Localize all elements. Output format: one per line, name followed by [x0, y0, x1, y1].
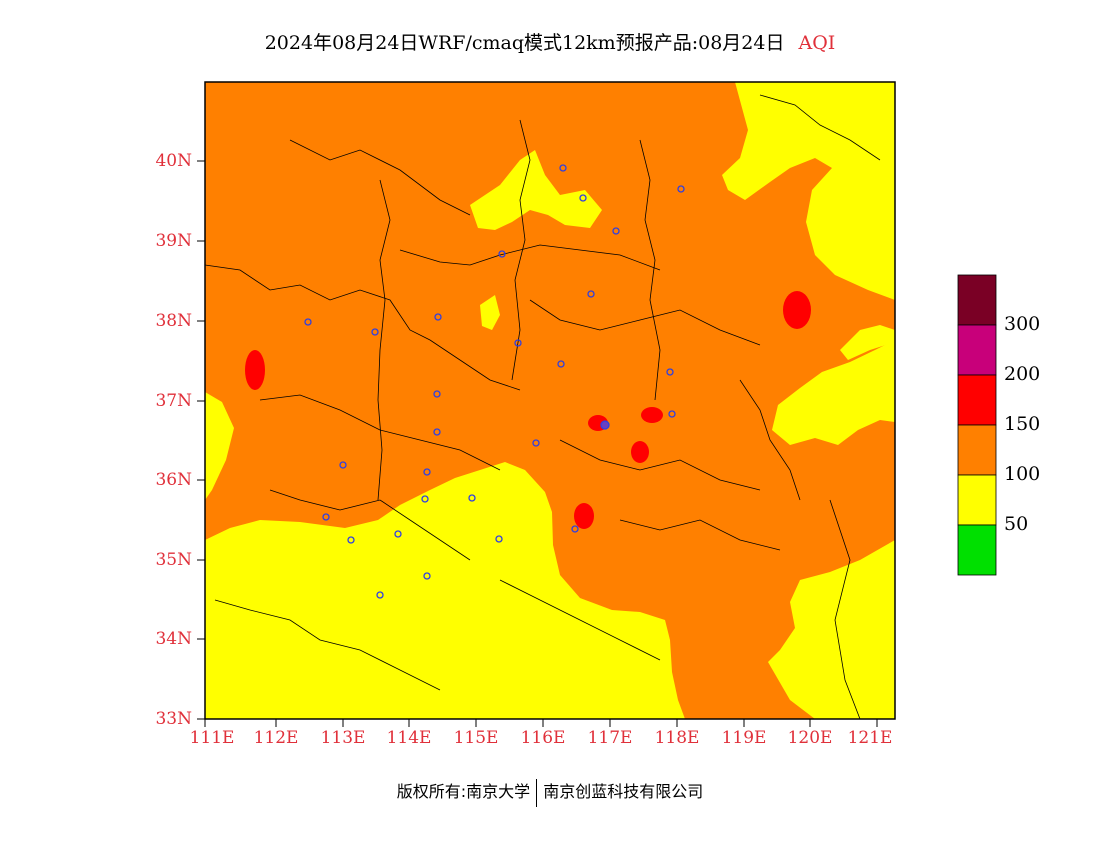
aqi-legend-bar	[957, 274, 997, 576]
aqi-hotspot-west	[245, 350, 265, 390]
legend-swatch-over300	[957, 274, 997, 326]
legend-label-150: 150	[1004, 413, 1041, 435]
lat-label-35: 35N	[155, 550, 192, 570]
lat-ticks	[197, 160, 205, 720]
aqi-zone-50-100-north-patch	[470, 150, 602, 230]
copyright-right: 南京创蓝科技有限公司	[543, 782, 704, 801]
copyright-footer: 版权所有:南京大学 南京创蓝科技有限公司	[0, 778, 1100, 807]
variable-label: AQI	[798, 32, 836, 54]
lon-label-115: 115E	[453, 728, 499, 748]
aqi-hotspot-east	[783, 291, 811, 329]
province-boundaries	[205, 94, 881, 719]
lat-label-39: 39N	[155, 231, 192, 251]
aqi-zone-50-100-southeast	[768, 540, 895, 719]
legend-swatch-100-150	[957, 424, 997, 476]
aqi-hotspot-center-3	[631, 441, 649, 463]
lon-label-111: 111E	[189, 728, 235, 748]
legend-label-200: 200	[1004, 363, 1041, 385]
aqi-hotspot-center-2	[641, 407, 663, 423]
aqi-zone-50-100-north-small	[480, 295, 500, 330]
title-text: 2024年08月24日WRF/cmaq模式12km预报产品:08月24日	[264, 32, 785, 54]
lat-label-33: 33N	[155, 709, 192, 729]
aqi-zone-50-100-west-strip	[205, 392, 234, 500]
aqi-hotspot-south	[574, 503, 594, 529]
aqi-zone-50-100-northeast	[722, 82, 895, 300]
legend-swatch-50-100	[957, 474, 997, 526]
legend-swatch-150-200	[957, 374, 997, 426]
legend-label-100: 100	[1004, 463, 1041, 485]
aqi-zone-50-100-east-coast	[772, 340, 895, 445]
lon-label-118: 118E	[654, 728, 700, 748]
legend-label-50: 50	[1004, 513, 1029, 535]
lon-label-116: 116E	[520, 728, 566, 748]
lon-label-113: 113E	[320, 728, 366, 748]
lon-label-114: 114E	[386, 728, 432, 748]
lat-label-37: 37N	[155, 391, 192, 411]
lon-label-120: 120E	[787, 728, 833, 748]
lon-label-117: 117E	[587, 728, 633, 748]
lat-label-36: 36N	[155, 470, 192, 490]
aqi-zone-50-100-south	[205, 462, 685, 719]
copyright-left: 版权所有:南京大学	[396, 782, 531, 801]
map-title: 2024年08月24日WRF/cmaq模式12km预报产品:08月24日 AQI	[0, 28, 1100, 55]
city-markers	[304, 164, 685, 599]
legend-swatch-200-300	[957, 324, 997, 376]
aqi-field	[205, 82, 895, 719]
lon-label-119: 119E	[721, 728, 767, 748]
footer-divider	[536, 778, 538, 807]
lon-label-112: 112E	[253, 728, 299, 748]
legend-swatch-0-50	[957, 524, 997, 576]
lon-ticks	[204, 719, 878, 727]
lon-label-121: 121E	[847, 728, 893, 748]
lat-label-38: 38N	[155, 311, 192, 331]
aqi-zone-50-100-bohai	[840, 325, 895, 360]
lat-label-34: 34N	[155, 629, 192, 649]
legend-label-300: 300	[1004, 313, 1041, 335]
lat-label-40: 40N	[155, 151, 192, 171]
